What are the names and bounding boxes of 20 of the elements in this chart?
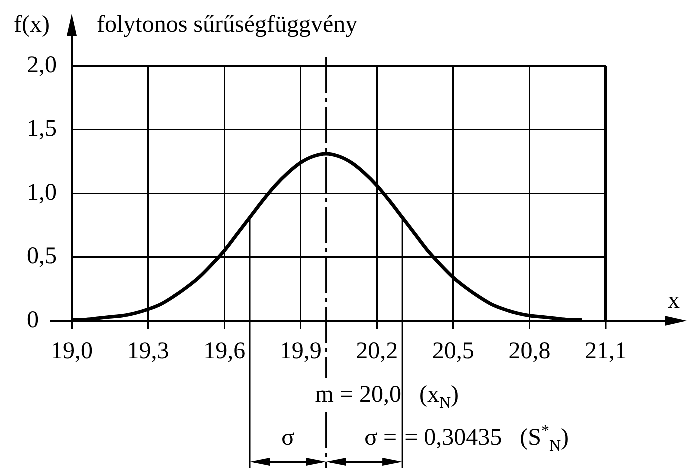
y-tick-label: 1,0: [27, 180, 57, 206]
x-tick-label: 21,1: [585, 338, 627, 365]
x-tick-label: 19,9: [280, 338, 322, 365]
y-tick-label: 2,0: [27, 52, 57, 78]
ref-line-label: m = 20,0 (x$_{N}$): [315, 381, 460, 412]
x-tick-label: 19,3: [127, 338, 170, 365]
y-axis-title: f(x): [14, 11, 50, 39]
y-tick-label: 0: [27, 307, 39, 334]
x-tick-label: 20,8: [508, 338, 551, 365]
x-tick-label: 19,6: [204, 338, 246, 365]
x-axis-title: x: [668, 287, 680, 315]
y-tick-label: 0,5: [27, 244, 57, 270]
y-tick-label: 1,5: [27, 116, 57, 142]
x-tick-label: 19,0: [51, 338, 93, 365]
chart-title: folytonos sűrűségfüggvény: [97, 11, 358, 39]
x-tick-label: 20,5: [432, 338, 474, 365]
text: σ: [282, 424, 295, 452]
text: σ =: [364, 424, 398, 452]
x-tick-label: 20,2: [356, 338, 398, 365]
text: = 0,30435 (S$^{*}$$_{N}$): [404, 423, 569, 455]
